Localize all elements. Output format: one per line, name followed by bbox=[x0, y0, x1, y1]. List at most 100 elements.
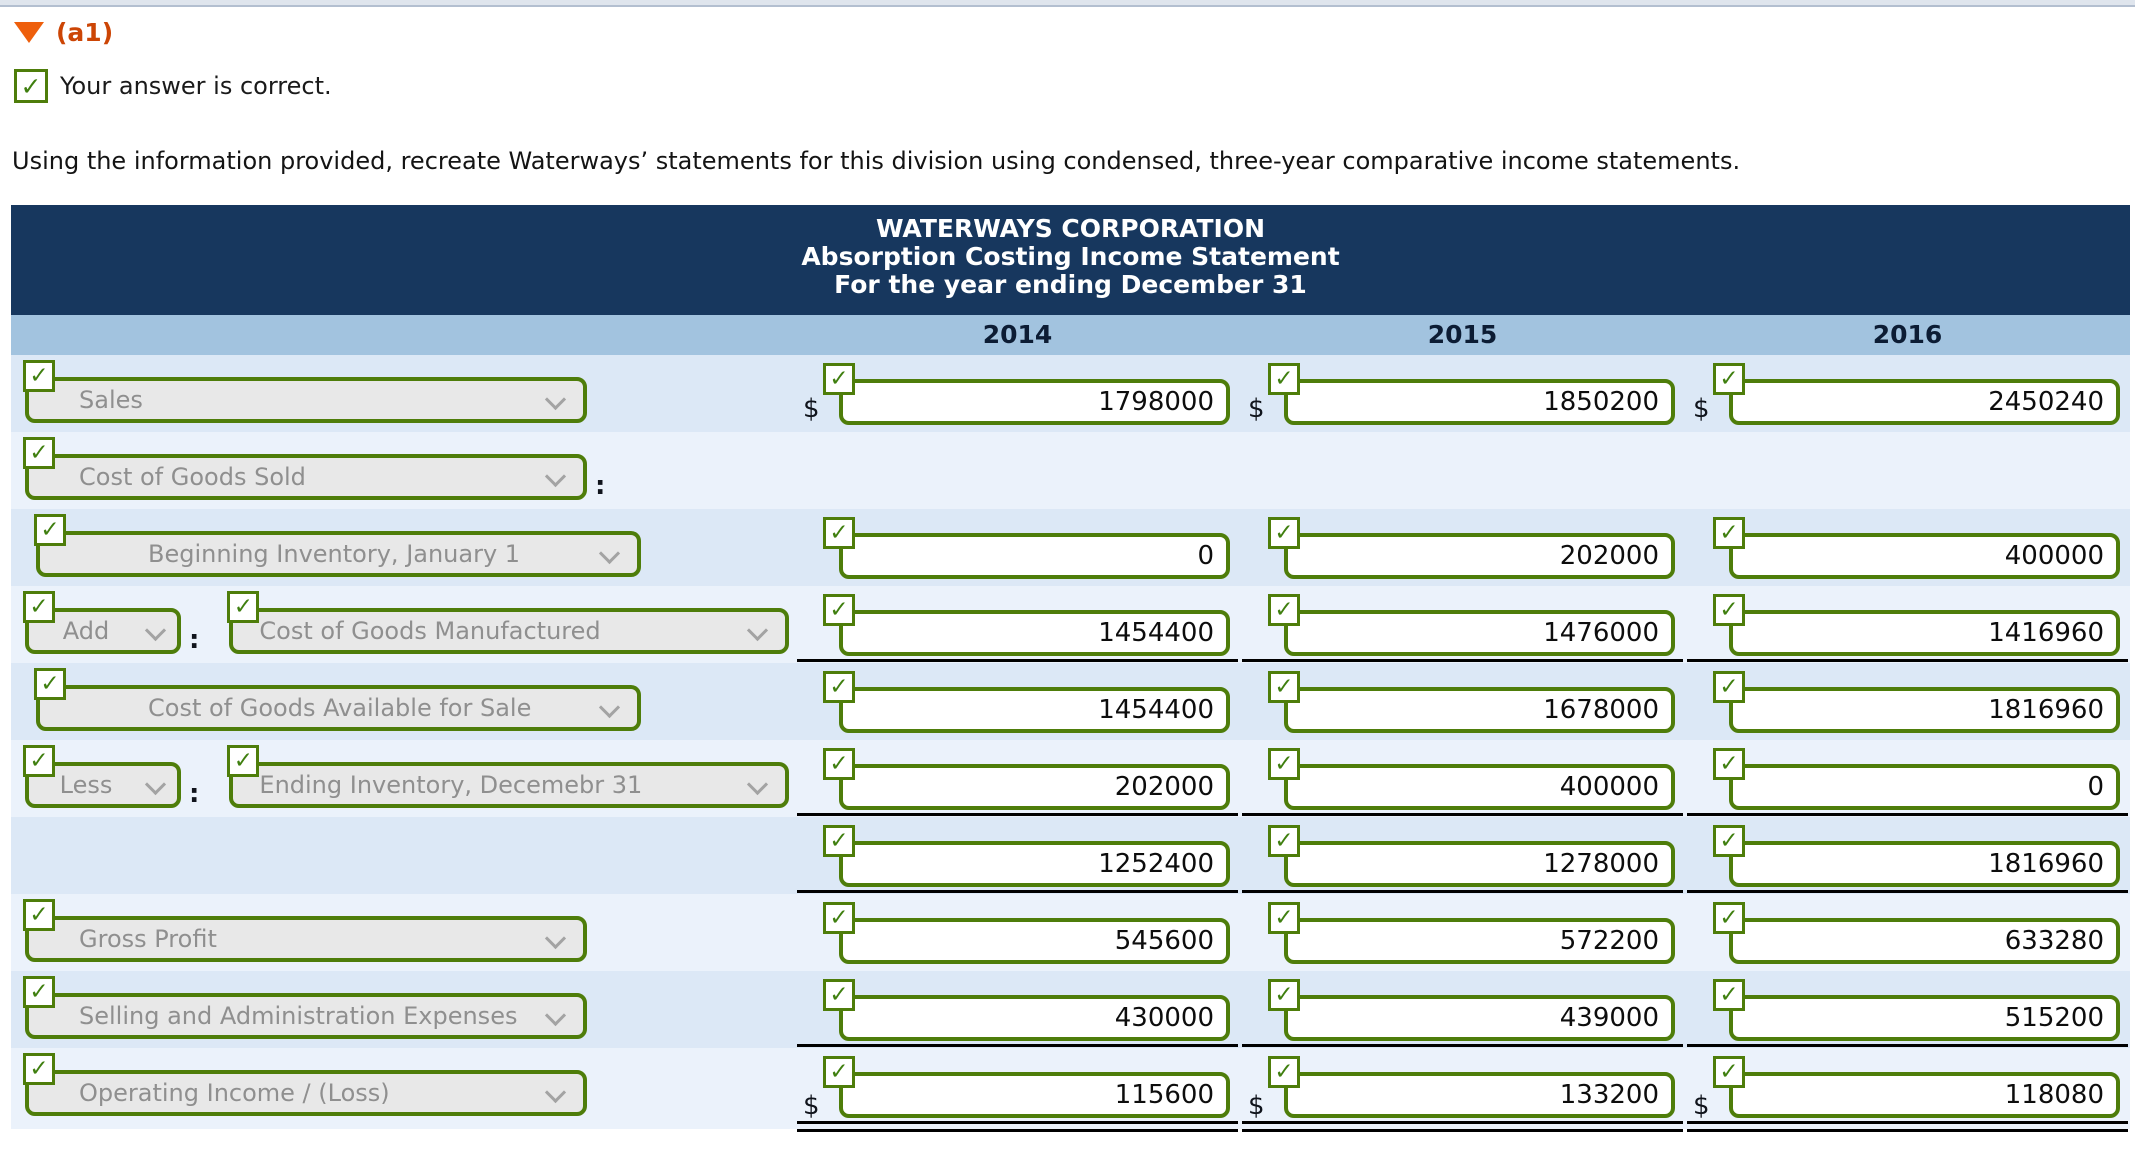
table-row-cogs-manufactured: ✓ Add : ✓ Cost of Goods Manufactured ✓ 1… bbox=[11, 586, 2130, 663]
amount-input-beg-inv-2016[interactable]: ✓ 400000 bbox=[1713, 517, 2120, 579]
correct-check-icon: ✓ bbox=[1713, 1056, 1745, 1088]
single-rule bbox=[797, 1044, 1238, 1047]
amount-input-sales-2016[interactable]: ✓ 2450240 bbox=[1713, 363, 2120, 425]
amount-cell: $ ✓ 133200 bbox=[1240, 1048, 1685, 1132]
amount-input-cogm-2016[interactable]: ✓ 1416960 bbox=[1713, 594, 2120, 656]
amount-input-cogs-total-2016[interactable]: ✓ 1816960 bbox=[1713, 825, 2120, 887]
currency-symbol: $ bbox=[1248, 1091, 1265, 1121]
amount-input-end-inv-2016[interactable]: ✓ 0 bbox=[1713, 748, 2120, 810]
single-rule bbox=[1687, 1044, 2128, 1047]
year-header-2015: 2015 bbox=[1427, 320, 1498, 349]
correct-check-icon: ✓ bbox=[1713, 671, 1745, 703]
account-select-operating-income[interactable]: ✓ Operating Income / (Loss) bbox=[23, 1053, 587, 1116]
statement-title: WATERWAYS CORPORATION Absorption Costing… bbox=[11, 205, 2130, 315]
table-row-gross-profit: ✓ Gross Profit ✓ 545600 ✓ 572200 ✓ 63328… bbox=[11, 894, 2130, 971]
currency-symbol: $ bbox=[803, 394, 820, 424]
amount-cell: $ ✓ 118080 bbox=[1685, 1048, 2130, 1132]
single-rule bbox=[1687, 659, 2128, 662]
feedback-text: Your answer is correct. bbox=[60, 72, 332, 100]
account-select-ending-inventory[interactable]: ✓ Ending Inventory, Decemebr 31 bbox=[227, 745, 790, 808]
chevron-down-icon bbox=[598, 696, 621, 719]
correct-check-icon: ✓ bbox=[823, 1056, 855, 1088]
amount-cell: ✓ 1816960 bbox=[1685, 663, 2130, 740]
amount-cell: ✓ 1278000 bbox=[1240, 817, 1685, 894]
amount-input-selling-2015[interactable]: ✓ 439000 bbox=[1268, 979, 1675, 1041]
single-rule bbox=[1242, 1044, 1683, 1047]
amount-input-sales-2014[interactable]: ✓ 1798000 bbox=[823, 363, 1230, 425]
currency-symbol: $ bbox=[1248, 394, 1265, 424]
single-rule bbox=[1242, 659, 1683, 662]
correct-check-icon: ✓ bbox=[34, 514, 66, 546]
amount-cell: ✓ 430000 bbox=[795, 971, 1240, 1048]
amount-cell: ✓ 515200 bbox=[1685, 971, 2130, 1048]
account-select-cogs-manufactured[interactable]: ✓ Cost of Goods Manufactured bbox=[227, 591, 790, 654]
qualifier-select-add[interactable]: ✓ Add bbox=[23, 591, 181, 654]
amount-input-cogs-total-2014[interactable]: ✓ 1252400 bbox=[823, 825, 1230, 887]
amount-cell: ✓ 202000 bbox=[795, 740, 1240, 817]
correct-check-icon: ✓ bbox=[1713, 517, 1745, 549]
single-rule bbox=[797, 890, 1238, 893]
amount-input-gross-profit-2014[interactable]: ✓ 545600 bbox=[823, 902, 1230, 964]
chevron-down-icon bbox=[144, 619, 167, 642]
year-header-row: 2014 2015 2016 bbox=[11, 315, 2130, 355]
amount-input-operating-2015[interactable]: ✓ 133200 bbox=[1268, 1056, 1675, 1118]
amount-input-end-inv-2015[interactable]: ✓ 400000 bbox=[1268, 748, 1675, 810]
account-select-selling-admin[interactable]: ✓ Selling and Administration Expenses bbox=[23, 976, 587, 1039]
amount-input-goods-avail-2016[interactable]: ✓ 1816960 bbox=[1713, 671, 2120, 733]
table-row-goods-available: ✓ Cost of Goods Available for Sale ✓ 145… bbox=[11, 663, 2130, 740]
feedback-banner: ✓ Your answer is correct. bbox=[14, 69, 2135, 103]
correct-check-icon: ✓ bbox=[1268, 979, 1300, 1011]
correct-check-icon: ✓ bbox=[1268, 363, 1300, 395]
amount-input-operating-2014[interactable]: ✓ 115600 bbox=[823, 1056, 1230, 1118]
amount-input-goods-avail-2014[interactable]: ✓ 1454400 bbox=[823, 671, 1230, 733]
correct-check-icon: ✓ bbox=[14, 69, 48, 103]
account-select-beginning-inventory[interactable]: ✓ Beginning Inventory, January 1 bbox=[34, 514, 641, 577]
amount-input-sales-2015[interactable]: ✓ 1850200 bbox=[1268, 363, 1675, 425]
account-select-cost-of-goods-sold[interactable]: ✓ Cost of Goods Sold bbox=[23, 437, 587, 500]
amount-cell: $ ✓ 1850200 bbox=[1240, 355, 1685, 432]
account-select-sales[interactable]: ✓ Sales bbox=[23, 360, 587, 423]
amount-input-cogm-2015[interactable]: ✓ 1476000 bbox=[1268, 594, 1675, 656]
top-divider bbox=[0, 0, 2135, 7]
correct-check-icon: ✓ bbox=[1268, 517, 1300, 549]
amount-input-beg-inv-2015[interactable]: ✓ 202000 bbox=[1268, 517, 1675, 579]
correct-check-icon: ✓ bbox=[1268, 671, 1300, 703]
amount-cell: ✓ 572200 bbox=[1240, 894, 1685, 971]
correct-check-icon: ✓ bbox=[227, 591, 260, 623]
statement-period: For the year ending December 31 bbox=[834, 270, 1307, 299]
year-header-2014: 2014 bbox=[982, 320, 1053, 349]
collapse-triangle-icon[interactable] bbox=[14, 21, 44, 43]
amount-input-operating-2016[interactable]: ✓ 118080 bbox=[1713, 1056, 2120, 1118]
amount-input-gross-profit-2016[interactable]: ✓ 633280 bbox=[1713, 902, 2120, 964]
colon-separator: : bbox=[595, 471, 606, 501]
correct-check-icon: ✓ bbox=[823, 902, 855, 934]
correct-check-icon: ✓ bbox=[1713, 825, 1745, 857]
correct-check-icon: ✓ bbox=[1268, 825, 1300, 857]
single-rule bbox=[1687, 813, 2128, 816]
amount-input-gross-profit-2015[interactable]: ✓ 572200 bbox=[1268, 902, 1675, 964]
section-header: (a1) bbox=[14, 18, 2135, 47]
account-select-gross-profit[interactable]: ✓ Gross Profit bbox=[23, 899, 587, 962]
table-row-cogs-heading: ✓ Cost of Goods Sold : bbox=[11, 432, 2130, 509]
amount-input-end-inv-2014[interactable]: ✓ 202000 bbox=[823, 748, 1230, 810]
amount-cell: $ ✓ 2450240 bbox=[1685, 355, 2130, 432]
chevron-down-icon bbox=[747, 773, 769, 796]
amount-input-goods-avail-2015[interactable]: ✓ 1678000 bbox=[1268, 671, 1675, 733]
correct-check-icon: ✓ bbox=[823, 594, 855, 626]
amount-input-cogm-2014[interactable]: ✓ 1454400 bbox=[823, 594, 1230, 656]
year-header-spacer bbox=[11, 315, 795, 355]
double-rule bbox=[1687, 1121, 2128, 1132]
amount-input-selling-2016[interactable]: ✓ 515200 bbox=[1713, 979, 2120, 1041]
single-rule bbox=[1242, 890, 1683, 893]
amount-input-beg-inv-2014[interactable]: ✓ 0 bbox=[823, 517, 1230, 579]
table-row-beginning-inventory: ✓ Beginning Inventory, January 1 ✓ 0 ✓ 2… bbox=[11, 509, 2130, 586]
qualifier-select-less[interactable]: ✓ Less bbox=[23, 745, 181, 808]
account-select-goods-available[interactable]: ✓ Cost of Goods Available for Sale bbox=[34, 668, 641, 731]
correct-check-icon: ✓ bbox=[1268, 594, 1300, 626]
chevron-down-icon bbox=[598, 542, 621, 565]
amount-input-selling-2014[interactable]: ✓ 430000 bbox=[823, 979, 1230, 1041]
correct-check-icon: ✓ bbox=[23, 976, 55, 1008]
amount-input-cogs-total-2015[interactable]: ✓ 1278000 bbox=[1268, 825, 1675, 887]
amount-cell: ✓ 202000 bbox=[1240, 509, 1685, 586]
year-header-2016: 2016 bbox=[1872, 320, 1943, 349]
